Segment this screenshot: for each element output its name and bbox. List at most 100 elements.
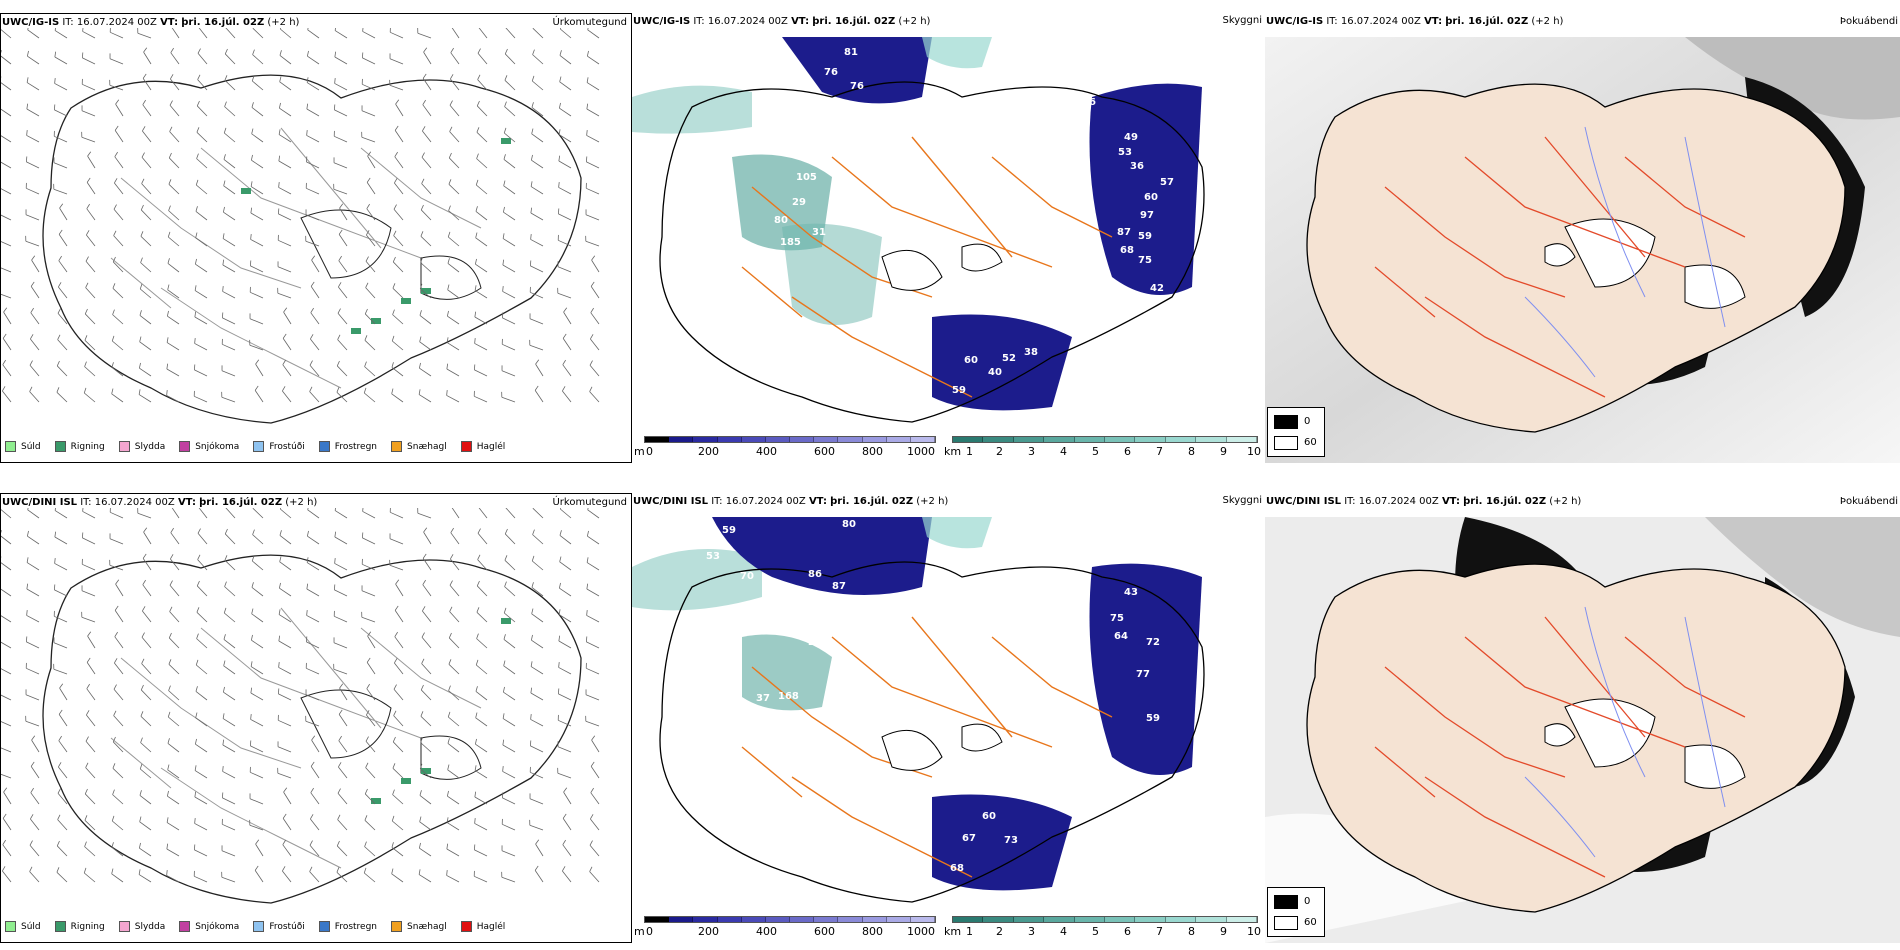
wind-barb [197, 528, 208, 545]
wind-barb [2, 333, 12, 351]
wind-barb [532, 529, 544, 545]
wind-barb [139, 842, 152, 857]
wind-barb [559, 582, 572, 597]
wind-barb [86, 203, 96, 221]
ceiling-tick: 800 [862, 445, 883, 458]
rain-patch [501, 618, 511, 624]
wind-barb [112, 736, 124, 753]
wind-barb [196, 153, 208, 169]
wind-barb [423, 527, 432, 545]
wind-barb [170, 28, 180, 39]
wind-barb [113, 230, 124, 247]
wind-barb [363, 387, 376, 403]
wind-barb [366, 203, 376, 221]
wind-barb [142, 579, 152, 597]
wind-barb [168, 152, 180, 169]
wind-barb [449, 100, 460, 117]
wind-barb [475, 712, 488, 727]
visibility-tick: 9 [1220, 445, 1227, 458]
wind-barb [224, 75, 236, 91]
wind-barb [25, 715, 40, 727]
wind-barb [586, 103, 600, 117]
wind-barb [501, 818, 516, 831]
wind-barb [54, 584, 68, 597]
wind-barb [503, 206, 516, 221]
wind-barb [305, 689, 320, 701]
wind-barb [25, 235, 40, 247]
wind-barb [336, 360, 348, 377]
wind-barb [140, 231, 152, 247]
wind-barb [1, 292, 12, 299]
wind-barb [307, 28, 320, 39]
wind-barb [531, 608, 544, 623]
ceiling-value: 87 [832, 581, 846, 592]
wind-barb [559, 530, 572, 545]
wind-barb [114, 178, 124, 195]
wind-barb [530, 260, 544, 273]
wind-barb [170, 554, 180, 571]
wind-barb [58, 255, 68, 273]
ceiling-colorbar: m 0 200 400 600 800 1000 [634, 916, 936, 942]
wind-barb [249, 766, 264, 779]
ceiling-value: 185 [780, 237, 801, 248]
wind-barb [423, 47, 432, 65]
wind-barb [223, 180, 236, 195]
wind-barb [250, 661, 264, 675]
wind-barb [54, 28, 68, 39]
wind-barb [170, 527, 180, 545]
wind-barb [2, 866, 12, 883]
wind-barb [393, 230, 404, 247]
wind-barb [25, 689, 40, 701]
wind-barb [562, 839, 572, 857]
wind-barb [478, 28, 488, 39]
wind-barb [361, 585, 376, 597]
wind-barb [448, 179, 460, 195]
wind-barb [56, 840, 68, 857]
cloud-layer [632, 37, 1205, 423]
wind-barb [446, 390, 460, 403]
wind-barb [422, 99, 432, 117]
wind-barb [252, 49, 264, 65]
wind-barb [448, 152, 460, 169]
wind-barb [502, 233, 516, 247]
wind-barb [1, 239, 12, 247]
wind-barb [249, 339, 264, 351]
ceiling-value: 81 [844, 47, 858, 58]
wind-barb [558, 155, 572, 169]
wind-barb [277, 714, 292, 727]
wind-barb [450, 47, 460, 65]
wind-barb [333, 183, 348, 195]
ceiling-value: 75 [1110, 613, 1124, 624]
wind-barb [558, 609, 572, 623]
wind-barb [447, 711, 460, 727]
wind-barb [391, 868, 404, 883]
wind-barb [224, 581, 236, 597]
wind-barb [85, 282, 96, 299]
wind-barb [142, 73, 152, 91]
wind-barb [170, 508, 180, 519]
wind-barb [366, 230, 376, 247]
precip-type-panel-bottom: UWC/DINI ISL IT: 16.07.2024 00Z VT: þri.… [0, 493, 632, 943]
wind-barb [279, 102, 292, 117]
wind-barb [251, 102, 264, 117]
wind-barb [250, 260, 264, 273]
wind-barb [221, 391, 236, 403]
wind-barb [420, 711, 432, 727]
wind-barb [591, 255, 600, 273]
panel-title: Skyggni [1222, 15, 1262, 26]
wind-barb [448, 685, 460, 701]
wind-barb [422, 553, 432, 571]
wind-barb [337, 334, 348, 351]
wind-barb [364, 788, 376, 805]
wind-barb [167, 231, 180, 247]
wind-barb [139, 283, 152, 299]
wind-barb [422, 606, 432, 623]
wind-barb [114, 631, 124, 649]
wind-barb [81, 558, 96, 571]
wind-barb [307, 530, 320, 545]
wind-barb [1, 693, 12, 701]
wind-barb [140, 737, 152, 753]
wind-barb [392, 736, 404, 753]
legend-item: Súld [5, 921, 41, 932]
ceiling-colorbar-fill [644, 436, 936, 443]
